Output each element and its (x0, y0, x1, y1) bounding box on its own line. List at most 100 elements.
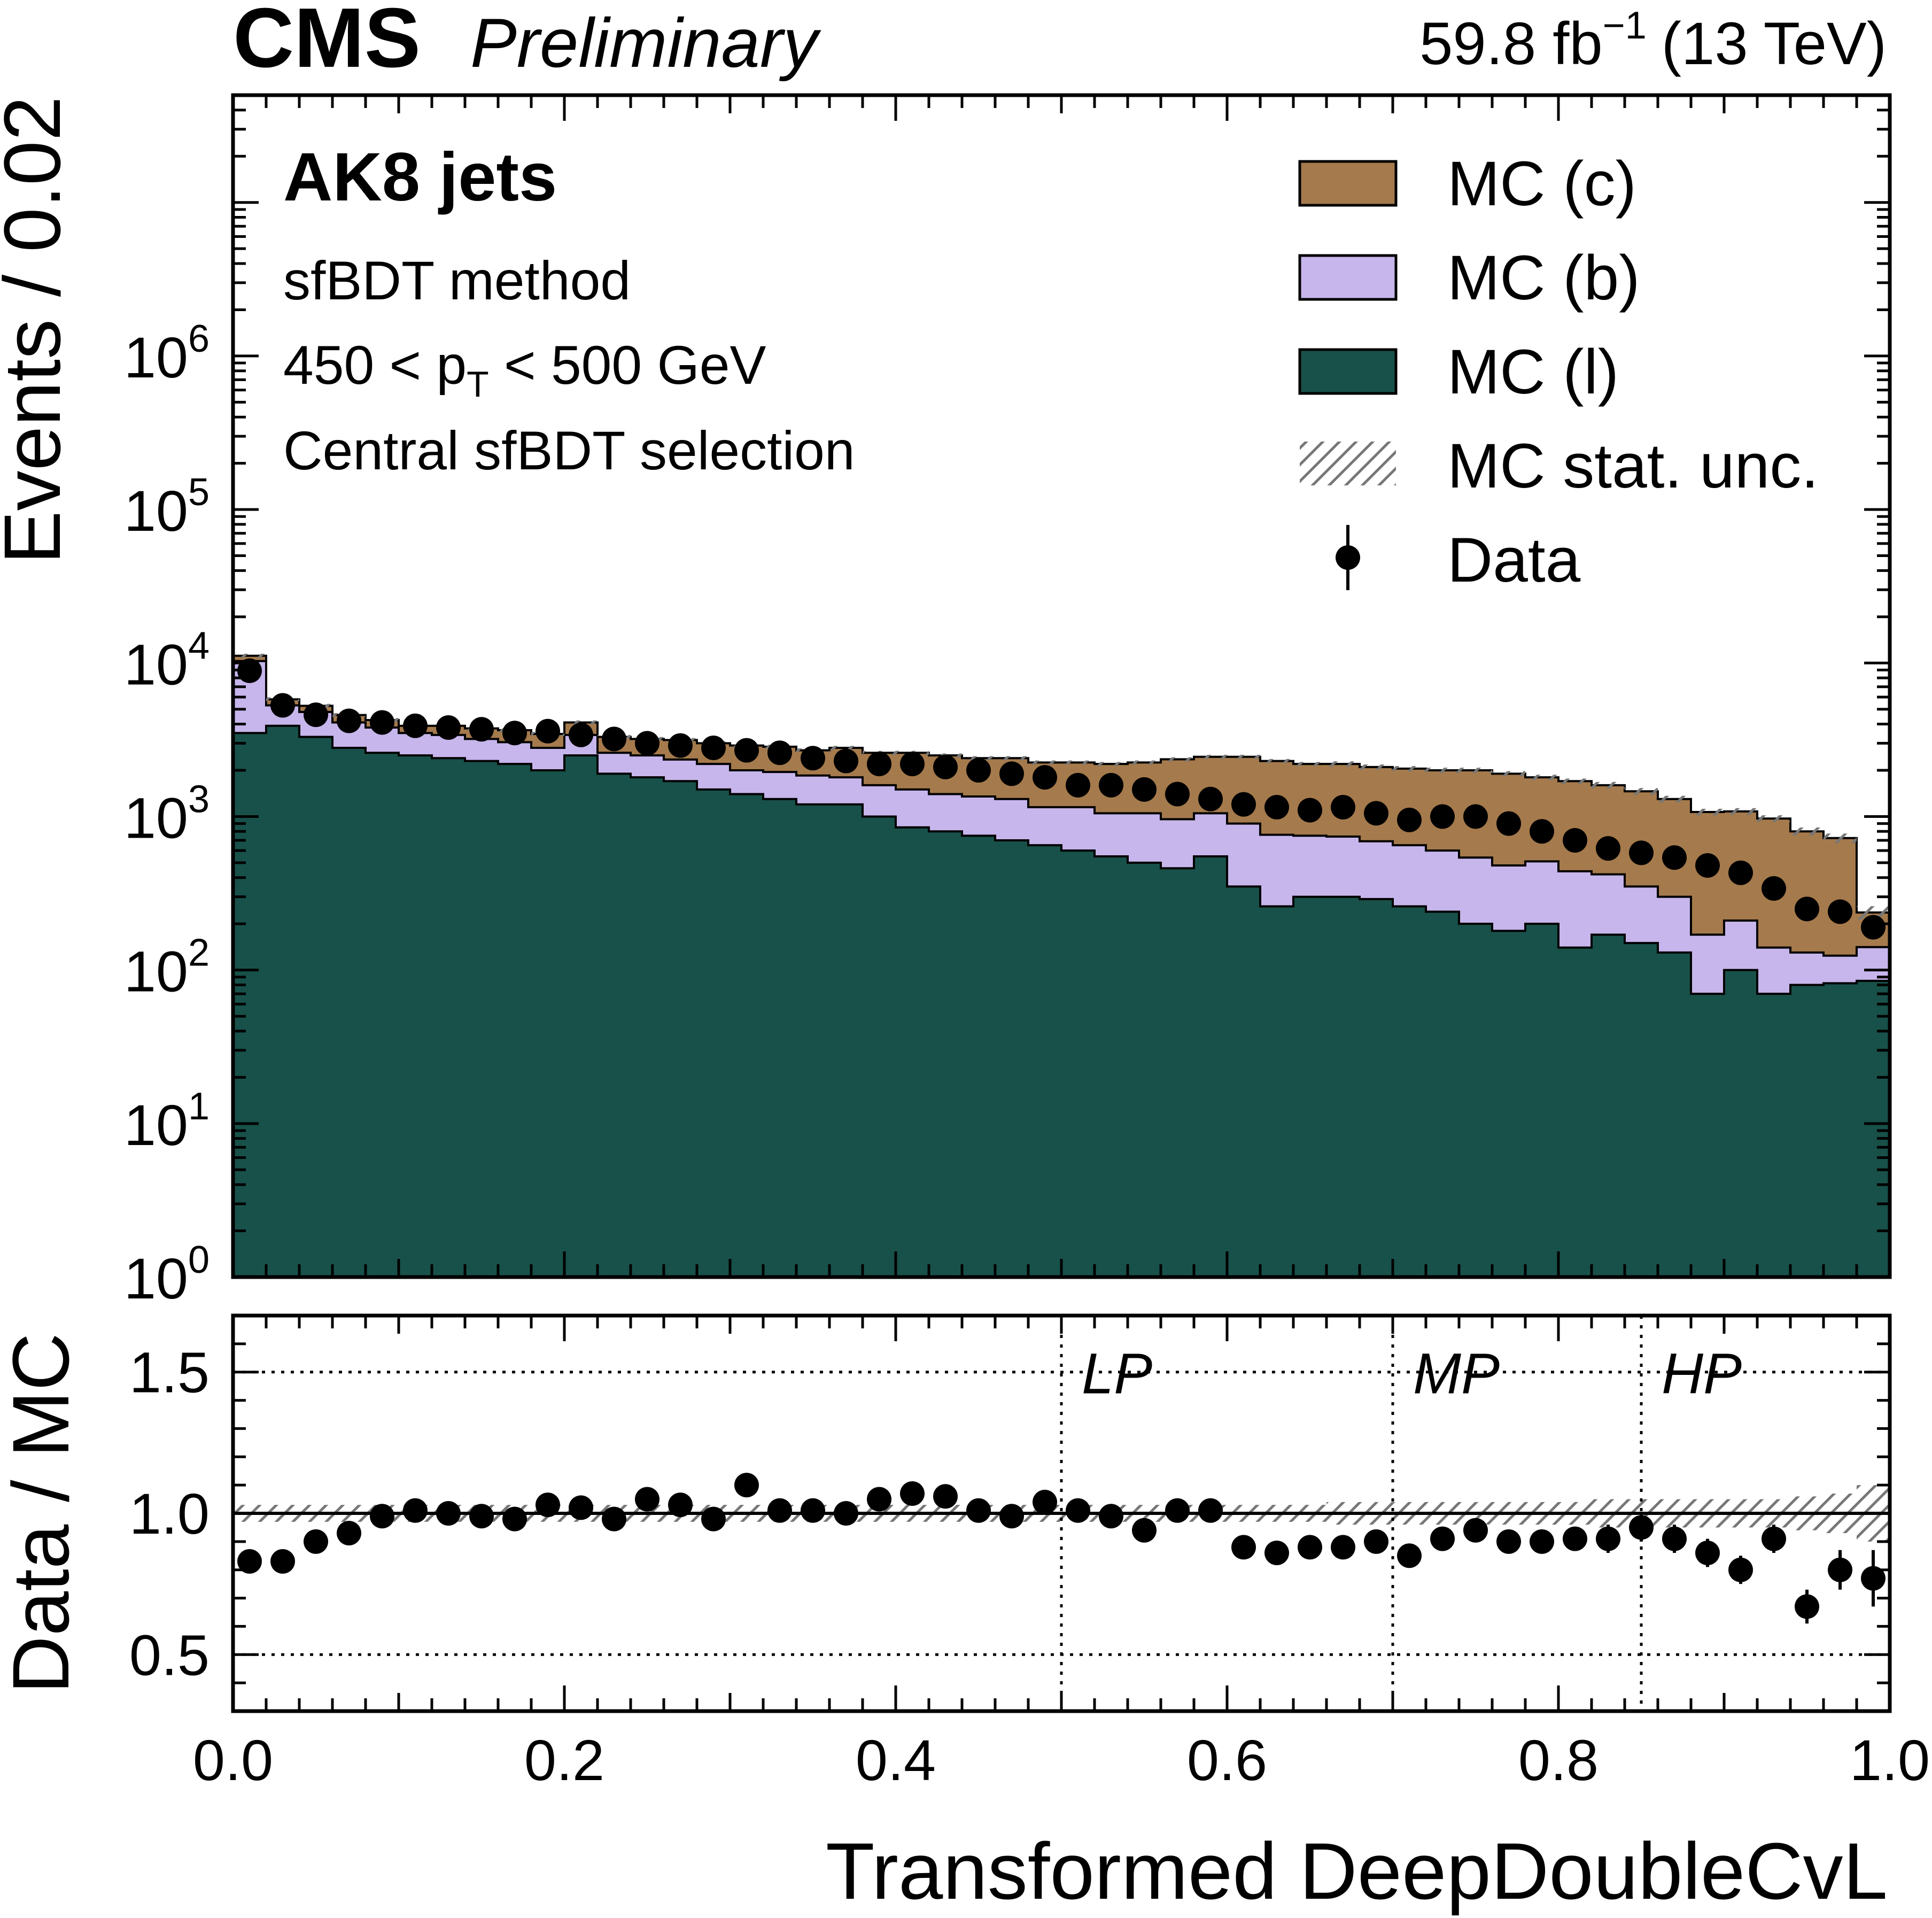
mc-stat-band (564, 720, 598, 725)
legend-swatch-mc-l (1298, 348, 1398, 395)
ratio-point (370, 1504, 394, 1529)
mc-stat-band (1260, 759, 1293, 763)
data-point (966, 758, 991, 783)
ratio-point (1397, 1543, 1422, 1568)
ratio-point (1762, 1526, 1786, 1551)
ratio-point (1563, 1526, 1587, 1551)
ratio-point (1828, 1557, 1852, 1582)
ratio-point (933, 1484, 958, 1509)
data-point (933, 754, 958, 779)
y-tick-exponent: 6 (188, 318, 210, 360)
ratio-point (635, 1487, 659, 1512)
ratio-point (304, 1529, 328, 1554)
y-tick-base: 10 (124, 785, 188, 850)
legend-swatch-stat (1300, 442, 1396, 485)
data-point (701, 736, 726, 761)
mc-stat-band (1393, 766, 1426, 772)
y-tick-label: 106 (124, 318, 210, 390)
data-point (1066, 772, 1090, 798)
mc-stat-band (1459, 768, 1492, 774)
mc-stat-band (1161, 757, 1194, 762)
main-frame (231, 93, 1892, 1279)
ratio-point (1496, 1529, 1521, 1554)
mc-stat-band (1492, 771, 1525, 777)
ratio-point (1463, 1518, 1488, 1543)
mc-stat-band (995, 756, 1028, 761)
lumi-value: 59.8 fb (1419, 10, 1603, 77)
y-tick-label: 100 (124, 1239, 210, 1311)
selection-label: Central sfBDT selection (283, 420, 855, 481)
legend-label-mc-b: MC (b) (1447, 243, 1640, 313)
mc-stat-band (1558, 778, 1592, 784)
mc-stat-band (1757, 815, 1790, 822)
mc-stat-band (1028, 760, 1061, 765)
data-point (801, 746, 825, 771)
data-point (1828, 899, 1852, 924)
data-point (635, 731, 659, 756)
data-point (1397, 807, 1422, 832)
ratio-point (999, 1504, 1024, 1529)
data-point (1596, 836, 1620, 861)
data-point (1530, 819, 1554, 844)
x-tick-label: 0.4 (856, 1728, 936, 1792)
ratio-point (1695, 1541, 1720, 1565)
ratio-point (1530, 1529, 1554, 1554)
x-axis-label: Transformed DeepDoubleCvL (826, 1826, 1888, 1916)
ratio-plot: LP MP HP (233, 1316, 1890, 1711)
legend: MC (c) MC (b) MC (l) MC stat. unc. Data (1298, 149, 1819, 595)
stack-outline-mc-b (233, 660, 1890, 957)
data-point (602, 726, 626, 752)
working-point-label: HP (1662, 1341, 1742, 1406)
mc-stat-band (1426, 768, 1459, 774)
y-tick-label: 102 (124, 932, 210, 1004)
ratio-point (1795, 1594, 1819, 1619)
ratio-point (237, 1549, 262, 1574)
data-point (304, 702, 328, 728)
x-tick-label: 0.8 (1518, 1728, 1599, 1792)
ratio-point (1198, 1498, 1223, 1523)
pt-high: < 500 GeV (489, 335, 766, 396)
ratio-point (1596, 1526, 1620, 1551)
y-tick-exponent: 5 (188, 471, 210, 514)
ratio-point (668, 1492, 693, 1518)
data-point (1662, 845, 1687, 870)
data-point (469, 717, 494, 742)
preliminary-label: Preliminary (470, 4, 821, 82)
legend-swatch-mc-c (1298, 160, 1398, 207)
data-point (1728, 860, 1753, 885)
data-point (1198, 786, 1223, 811)
data-point (1331, 795, 1355, 820)
mc-stat-band (1227, 755, 1260, 759)
data-point (1298, 798, 1322, 823)
pt-range-label: 450 < pT < 500 GeV (283, 335, 766, 405)
ratio-point (536, 1492, 560, 1518)
data-point (734, 738, 759, 763)
mc-stat-band (1625, 788, 1658, 795)
ratio-y-axis-label: Data / MC (0, 1333, 86, 1693)
data-point (370, 710, 394, 735)
ratio-point (801, 1498, 825, 1523)
legend-label-data: Data (1447, 525, 1581, 595)
y-tick-base: 10 (124, 478, 188, 543)
legend-swatch-mc-b (1298, 254, 1398, 301)
ratio-frame (231, 1313, 1892, 1713)
ratio-y-tick-label: 0.5 (129, 1622, 210, 1687)
x-tick-label: 0.6 (1187, 1728, 1267, 1792)
mc-stat-band (829, 746, 863, 750)
ratio-point (867, 1487, 891, 1512)
data-point (536, 718, 560, 744)
data-point (502, 721, 527, 746)
ratio-point (1629, 1515, 1654, 1540)
data-point (1033, 765, 1057, 790)
ratio-point (1662, 1526, 1687, 1551)
legend-label-mc-l: MC (l) (1447, 337, 1619, 407)
ratio-point (834, 1501, 858, 1526)
data-point (867, 752, 891, 777)
ratio-point (602, 1506, 626, 1532)
mc-stat-band (1194, 755, 1227, 759)
data-point (1463, 804, 1488, 829)
data-point (1861, 915, 1886, 940)
pt-low: 450 < p (283, 335, 467, 396)
lumi-label: 59.8 fb−1 (13 TeV) (1419, 4, 1887, 77)
